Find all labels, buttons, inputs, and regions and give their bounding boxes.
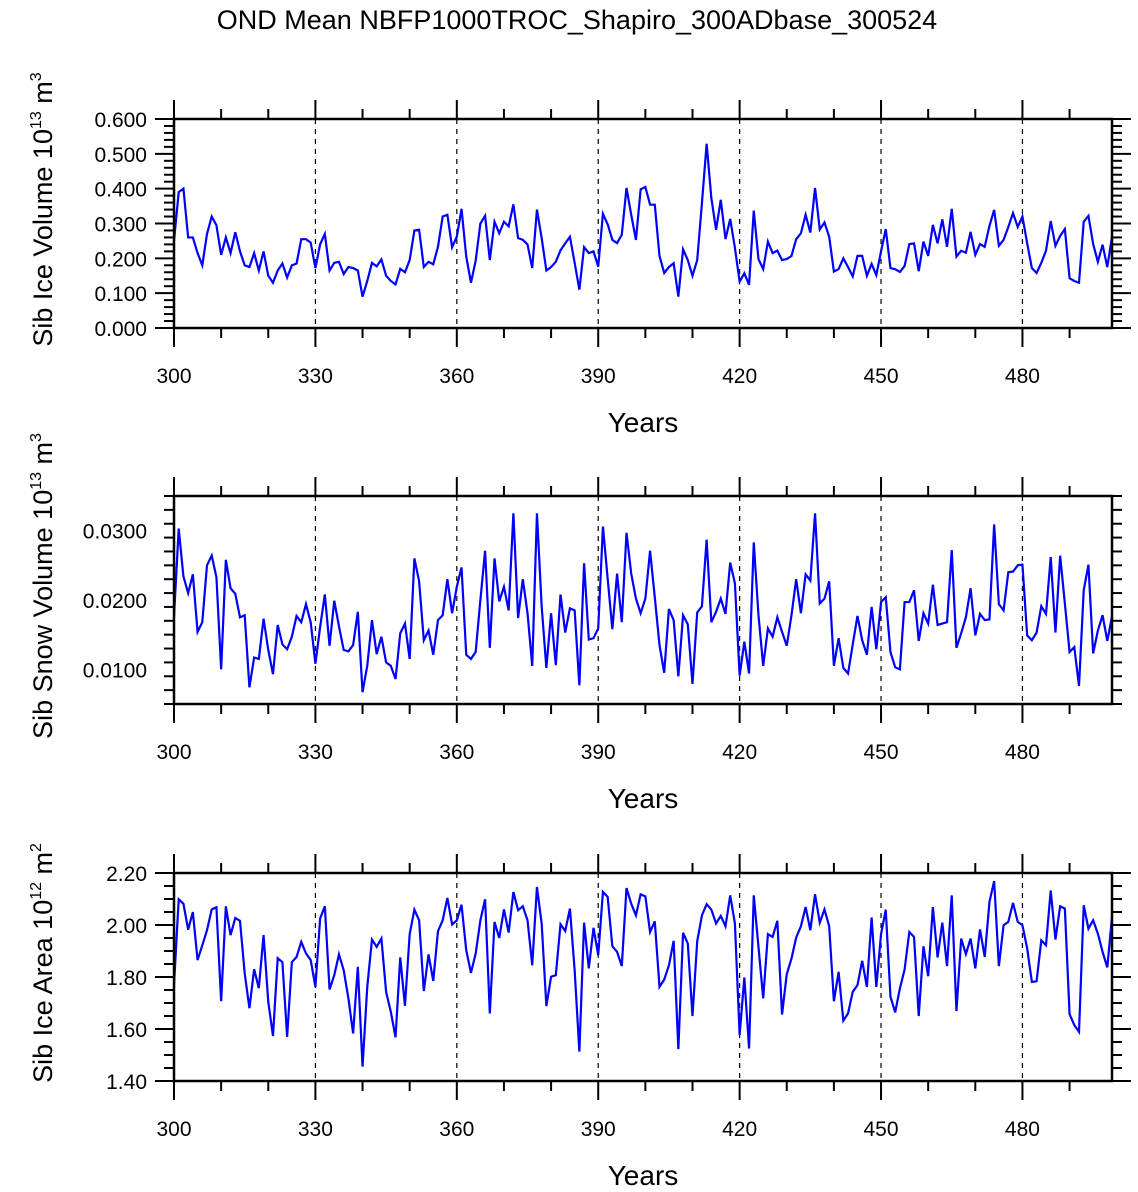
y-axis-title-exponent: 12 xyxy=(28,882,45,900)
x-tick-label: 330 xyxy=(298,1118,333,1141)
y-axis-title-text: Sib Ice Volume 10 xyxy=(28,129,58,347)
x-tick-label: 300 xyxy=(156,1118,191,1141)
x-axis-title: Years xyxy=(608,783,679,814)
x-tick-label: 360 xyxy=(439,365,474,388)
y-tick-label: 0.400 xyxy=(94,179,147,202)
x-tick-label: 390 xyxy=(581,365,616,388)
y-axis-title-unit-exponent: 3 xyxy=(28,72,45,81)
y-axis-title-unit-exponent: 3 xyxy=(28,433,45,442)
x-tick-label: 300 xyxy=(156,741,191,764)
plot-frame xyxy=(172,117,1114,330)
x-tick-label: 480 xyxy=(1005,1118,1040,1141)
data-series-line xyxy=(172,880,1114,1067)
y-axis-title: Sib Ice Volume 1013 m3 xyxy=(28,72,58,346)
panels: 300 330 360 390 420 450 480 Years 0.000 0.100 0.20… xyxy=(28,72,1131,1191)
x-tick-label: 480 xyxy=(1005,365,1040,388)
plot-frame xyxy=(172,494,1114,706)
x-tick-label: 330 xyxy=(298,741,333,764)
y-tick-label: 0.000 xyxy=(94,318,147,341)
x-tick-label: 390 xyxy=(581,1118,616,1141)
y-tick-label: 0.0200 xyxy=(83,590,147,613)
y-tick-label: 0.500 xyxy=(94,144,147,167)
panel-2: 300 330 360 390 420 450 480 Years 0.0100 0.0200 0.… xyxy=(28,433,1122,814)
y-tick-label: 0.200 xyxy=(94,248,147,271)
y-axis-title: Sib Ice Area 1012 m2 xyxy=(28,843,58,1083)
y-tick-label: 0.600 xyxy=(94,109,147,132)
x-axis-title: Years xyxy=(608,1160,679,1191)
x-tick-label: 420 xyxy=(722,365,757,388)
x-tick-label: 420 xyxy=(722,741,757,764)
x-tick-label: 300 xyxy=(156,365,191,388)
x-tick-label: 420 xyxy=(722,1118,757,1141)
y-tick-label: 0.0100 xyxy=(83,659,147,682)
y-tick-label: 1.40 xyxy=(106,1071,147,1094)
y-axis-title-text: Sib Snow Volume 10 xyxy=(28,490,58,739)
panel-1: 300 330 360 390 420 450 480 Years 0.000 0.100 0.20… xyxy=(28,72,1131,438)
x-tick-label: 330 xyxy=(298,365,333,388)
y-axis-title-unit: m xyxy=(28,852,58,882)
y-axis-title-unit: m xyxy=(28,81,58,111)
y-tick-label: 0.100 xyxy=(94,283,147,306)
x-tick-label: 480 xyxy=(1005,741,1040,764)
y-axis-title-text: Sib Ice Area 10 xyxy=(28,900,58,1083)
y-axis-title: Sib Snow Volume 1013 m3 xyxy=(28,433,58,739)
x-tick-label: 390 xyxy=(581,741,616,764)
y-axis-title-exponent: 13 xyxy=(28,111,45,129)
data-series-line xyxy=(172,143,1114,297)
y-tick-label: 2.20 xyxy=(106,863,147,886)
x-tick-label: 360 xyxy=(439,741,474,764)
x-tick-label: 450 xyxy=(864,1118,899,1141)
data-series-line xyxy=(172,513,1114,693)
x-tick-label: 360 xyxy=(439,1118,474,1141)
y-tick-label: 1.80 xyxy=(106,967,147,990)
panel-3: 300 330 360 390 420 450 480 Years 1.40 1.60 1.80 2.… xyxy=(28,843,1131,1191)
y-axis-title-exponent: 13 xyxy=(28,472,45,490)
x-tick-label: 450 xyxy=(864,365,899,388)
x-tick-label: 450 xyxy=(864,741,899,764)
y-axis-title-unit: m xyxy=(28,442,58,472)
x-axis-title: Years xyxy=(608,407,679,438)
y-tick-label: 2.00 xyxy=(106,915,147,938)
y-tick-label: 1.60 xyxy=(106,1019,147,1042)
y-axis-title-unit-exponent: 2 xyxy=(28,843,45,852)
y-tick-label: 0.0300 xyxy=(83,521,147,544)
figure-title: OND Mean NBFP1000TROC_Shapiro_300ADbase_… xyxy=(217,5,937,35)
y-tick-label: 0.300 xyxy=(94,214,147,237)
